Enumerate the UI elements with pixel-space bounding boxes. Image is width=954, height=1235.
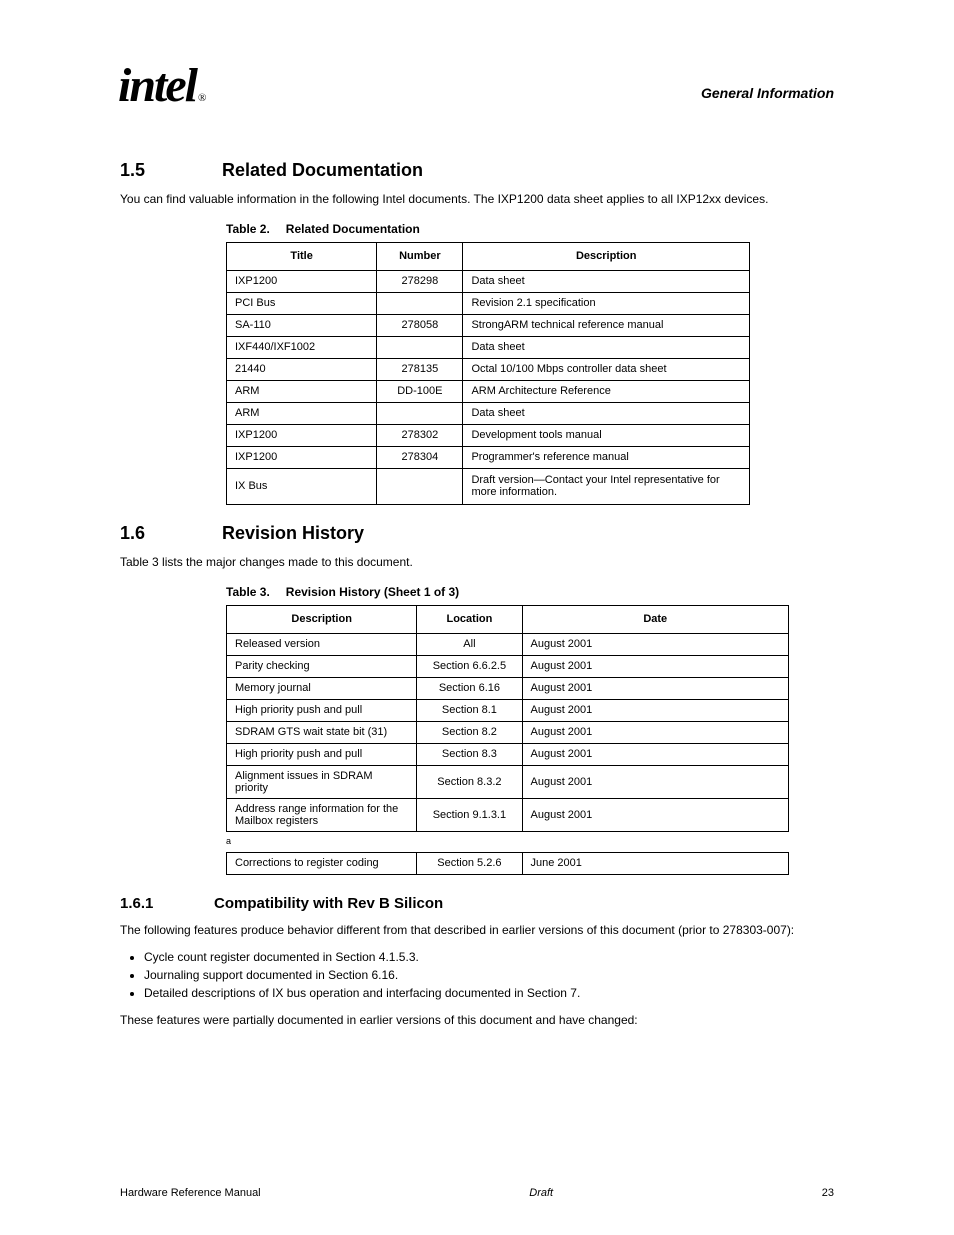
table-row: IXF440/IXF1002Data sheet (227, 336, 750, 358)
content: 1.5 Related Documentation You can find v… (120, 64, 834, 1029)
intel-logo: intel® (118, 58, 204, 113)
table-row: Corrections to register codingSection 5.… (227, 852, 789, 874)
footer-right: 23 (822, 1187, 834, 1199)
bullet-list: Cycle count register documented in Secti… (144, 948, 834, 1002)
list-item: Detailed descriptions of IX bus operatio… (144, 984, 834, 1002)
subsection-title: Compatibility with Rev B Silicon (214, 895, 443, 912)
section-1-5-head: 1.5 Related Documentation (120, 160, 834, 181)
table-row: IX BusDraft version—Contact your Intel r… (227, 468, 750, 504)
table-caption: Revision History (Sheet 1 of 3) (286, 585, 459, 599)
subsection-num: 1.6.1 (120, 895, 190, 912)
col-location: Location (417, 605, 522, 633)
table-row: ARMDD-100EARM Architecture Reference (227, 380, 750, 402)
registered-mark: ® (198, 92, 204, 104)
list-item: Cycle count register documented in Secti… (144, 948, 834, 966)
table-row: IXP1200278302Development tools manual (227, 424, 750, 446)
table-label: Table 3. (226, 585, 270, 599)
logo-text: intel (118, 59, 196, 112)
table-row: 21440278135Octal 10/100 Mbps controller … (227, 358, 750, 380)
table-2-caption: Table 2. Related Documentation (226, 222, 834, 236)
section-title: Related Documentation (222, 160, 423, 181)
table-revision-history-cont: Corrections to register codingSection 5.… (226, 852, 789, 875)
table-3-caption: Table 3. Revision History (Sheet 1 of 3) (226, 585, 834, 599)
table-row: Memory journalSection 6.16August 2001 (227, 677, 789, 699)
table-row: IXP1200278298Data sheet (227, 270, 750, 292)
list-item: Journaling support documented in Section… (144, 966, 834, 984)
section-num: 1.5 (120, 160, 190, 181)
table-row: Parity checkingSection 6.6.2.5August 200… (227, 655, 789, 677)
table-row: Address range information for the Mailbo… (227, 798, 789, 831)
section-1-6-para: Table 3 lists the major changes made to … (120, 554, 834, 571)
footer-center: Draft (529, 1187, 553, 1199)
table-related-docs: Title Number Description IXP1200278298Da… (226, 242, 750, 505)
table-row: PCI BusRevision 2.1 specification (227, 292, 750, 314)
table-row: High priority push and pullSection 8.3Au… (227, 743, 789, 765)
table-header-row: Title Number Description (227, 242, 750, 270)
table-row: Released versionAllAugust 2001 (227, 633, 789, 655)
sub-para-1: The following features produce behavior … (120, 922, 834, 939)
table-row: Alignment issues in SDRAM prioritySectio… (227, 765, 789, 798)
table-row: IXP1200278304Programmer's reference manu… (227, 446, 750, 468)
table-row: SDRAM GTS wait state bit (31)Section 8.2… (227, 721, 789, 743)
col-number: Number (377, 242, 463, 270)
page-footer: Hardware Reference Manual Draft 23 (120, 1187, 834, 1199)
table-row: SA-110278058StrongARM technical referenc… (227, 314, 750, 336)
col-title: Title (227, 242, 377, 270)
footer-left: Hardware Reference Manual (120, 1187, 261, 1199)
section-num: 1.6 (120, 523, 190, 544)
table-row: High priority push and pullSection 8.1Au… (227, 699, 789, 721)
table-row: ARMData sheet (227, 402, 750, 424)
section-1-6-head: 1.6 Revision History (120, 523, 834, 544)
col-date: Date (522, 605, 789, 633)
section-1-5-para: You can find valuable information in the… (120, 191, 834, 208)
table-label: Table 2. (226, 222, 270, 236)
page-header-title: General Information (701, 85, 834, 101)
table-footnote: a (226, 836, 834, 846)
col-description: Description (227, 605, 417, 633)
table-header-row: Description Location Date (227, 605, 789, 633)
section-title: Revision History (222, 523, 364, 544)
page: intel® General Information 1.5 Related D… (0, 0, 954, 1235)
sub-para-2: These features were partially documented… (120, 1012, 834, 1029)
section-1-6-1-head: 1.6.1 Compatibility with Rev B Silicon (120, 895, 834, 912)
col-description: Description (463, 242, 750, 270)
table-revision-history: Description Location Date Released versi… (226, 605, 789, 832)
table-caption: Related Documentation (286, 222, 420, 236)
